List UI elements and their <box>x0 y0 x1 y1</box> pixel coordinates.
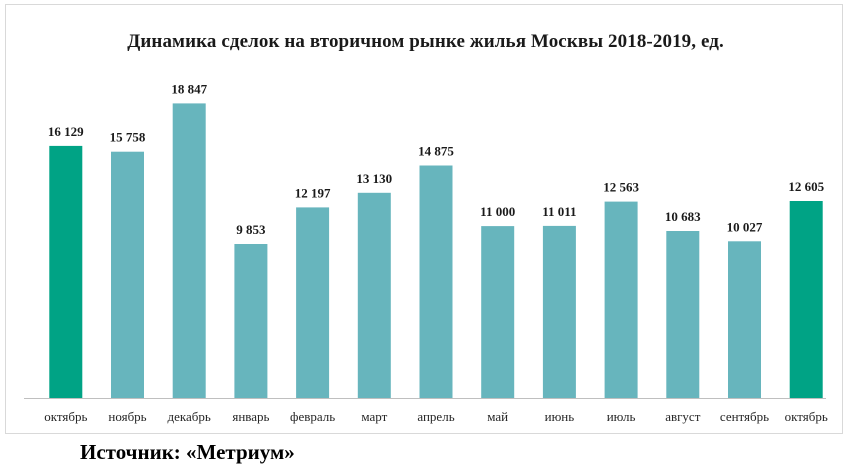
x-tick-label-9: июнь <box>545 409 575 424</box>
value-label-5: 12 197 <box>295 185 331 200</box>
value-label-12: 10 027 <box>727 219 763 234</box>
value-label-6: 13 130 <box>356 171 392 186</box>
x-tick-label-1: октябрь <box>44 409 87 424</box>
bar-chart: 16 129 15 758 18 847 9 853 12 197 13 130 14 87… <box>24 81 828 424</box>
value-label-2: 15 758 <box>110 130 146 145</box>
bar-12 <box>728 241 761 398</box>
x-tick-label-13: октябрь <box>785 409 828 424</box>
value-label-8: 11 000 <box>480 204 515 219</box>
x-tick-labels-layer: октябрь ноябрь декабрь январь февраль март апр… <box>44 409 828 424</box>
x-tick-label-11: август <box>665 409 701 424</box>
value-label-10: 12 563 <box>603 180 639 195</box>
x-tick-label-7: апрель <box>417 409 454 424</box>
x-tick-label-10: июль <box>607 409 636 424</box>
bar-7 <box>419 165 453 398</box>
value-label-4: 9 853 <box>236 222 266 237</box>
value-label-13: 12 605 <box>788 179 824 194</box>
value-label-11: 10 683 <box>665 209 701 224</box>
bars-layer <box>49 103 823 399</box>
chart-title: Динамика сделок на вторичном рынке жилья… <box>127 31 724 52</box>
bar-13 <box>789 201 823 398</box>
source-note: Источник: «Метриум» <box>80 440 295 464</box>
bar-9 <box>542 225 576 398</box>
x-tick-label-12: сентябрь <box>720 409 769 424</box>
value-label-7: 14 875 <box>418 144 454 159</box>
value-labels-layer: 16 129 15 758 18 847 9 853 12 197 13 130 14 87… <box>48 81 825 237</box>
bar-5 <box>296 207 330 398</box>
bar-3 <box>172 103 206 399</box>
x-tick-label-6: март <box>361 409 387 424</box>
bar-11 <box>666 231 700 398</box>
value-label-9: 11 011 <box>542 204 576 219</box>
bar-1 <box>49 145 83 398</box>
value-label-3: 18 847 <box>171 81 207 96</box>
value-label-1: 16 129 <box>48 124 84 139</box>
bar-8 <box>481 226 515 398</box>
bar-10 <box>604 201 638 398</box>
bar-6 <box>357 192 391 398</box>
x-tick-label-5: февраль <box>290 409 335 424</box>
x-tick-label-2: ноябрь <box>108 409 146 424</box>
x-tick-label-8: май <box>487 409 508 424</box>
x-tick-label-3: декабрь <box>168 409 211 424</box>
bar-2 <box>111 151 144 398</box>
bar-4 <box>234 244 268 398</box>
x-tick-label-4: январь <box>232 409 269 424</box>
